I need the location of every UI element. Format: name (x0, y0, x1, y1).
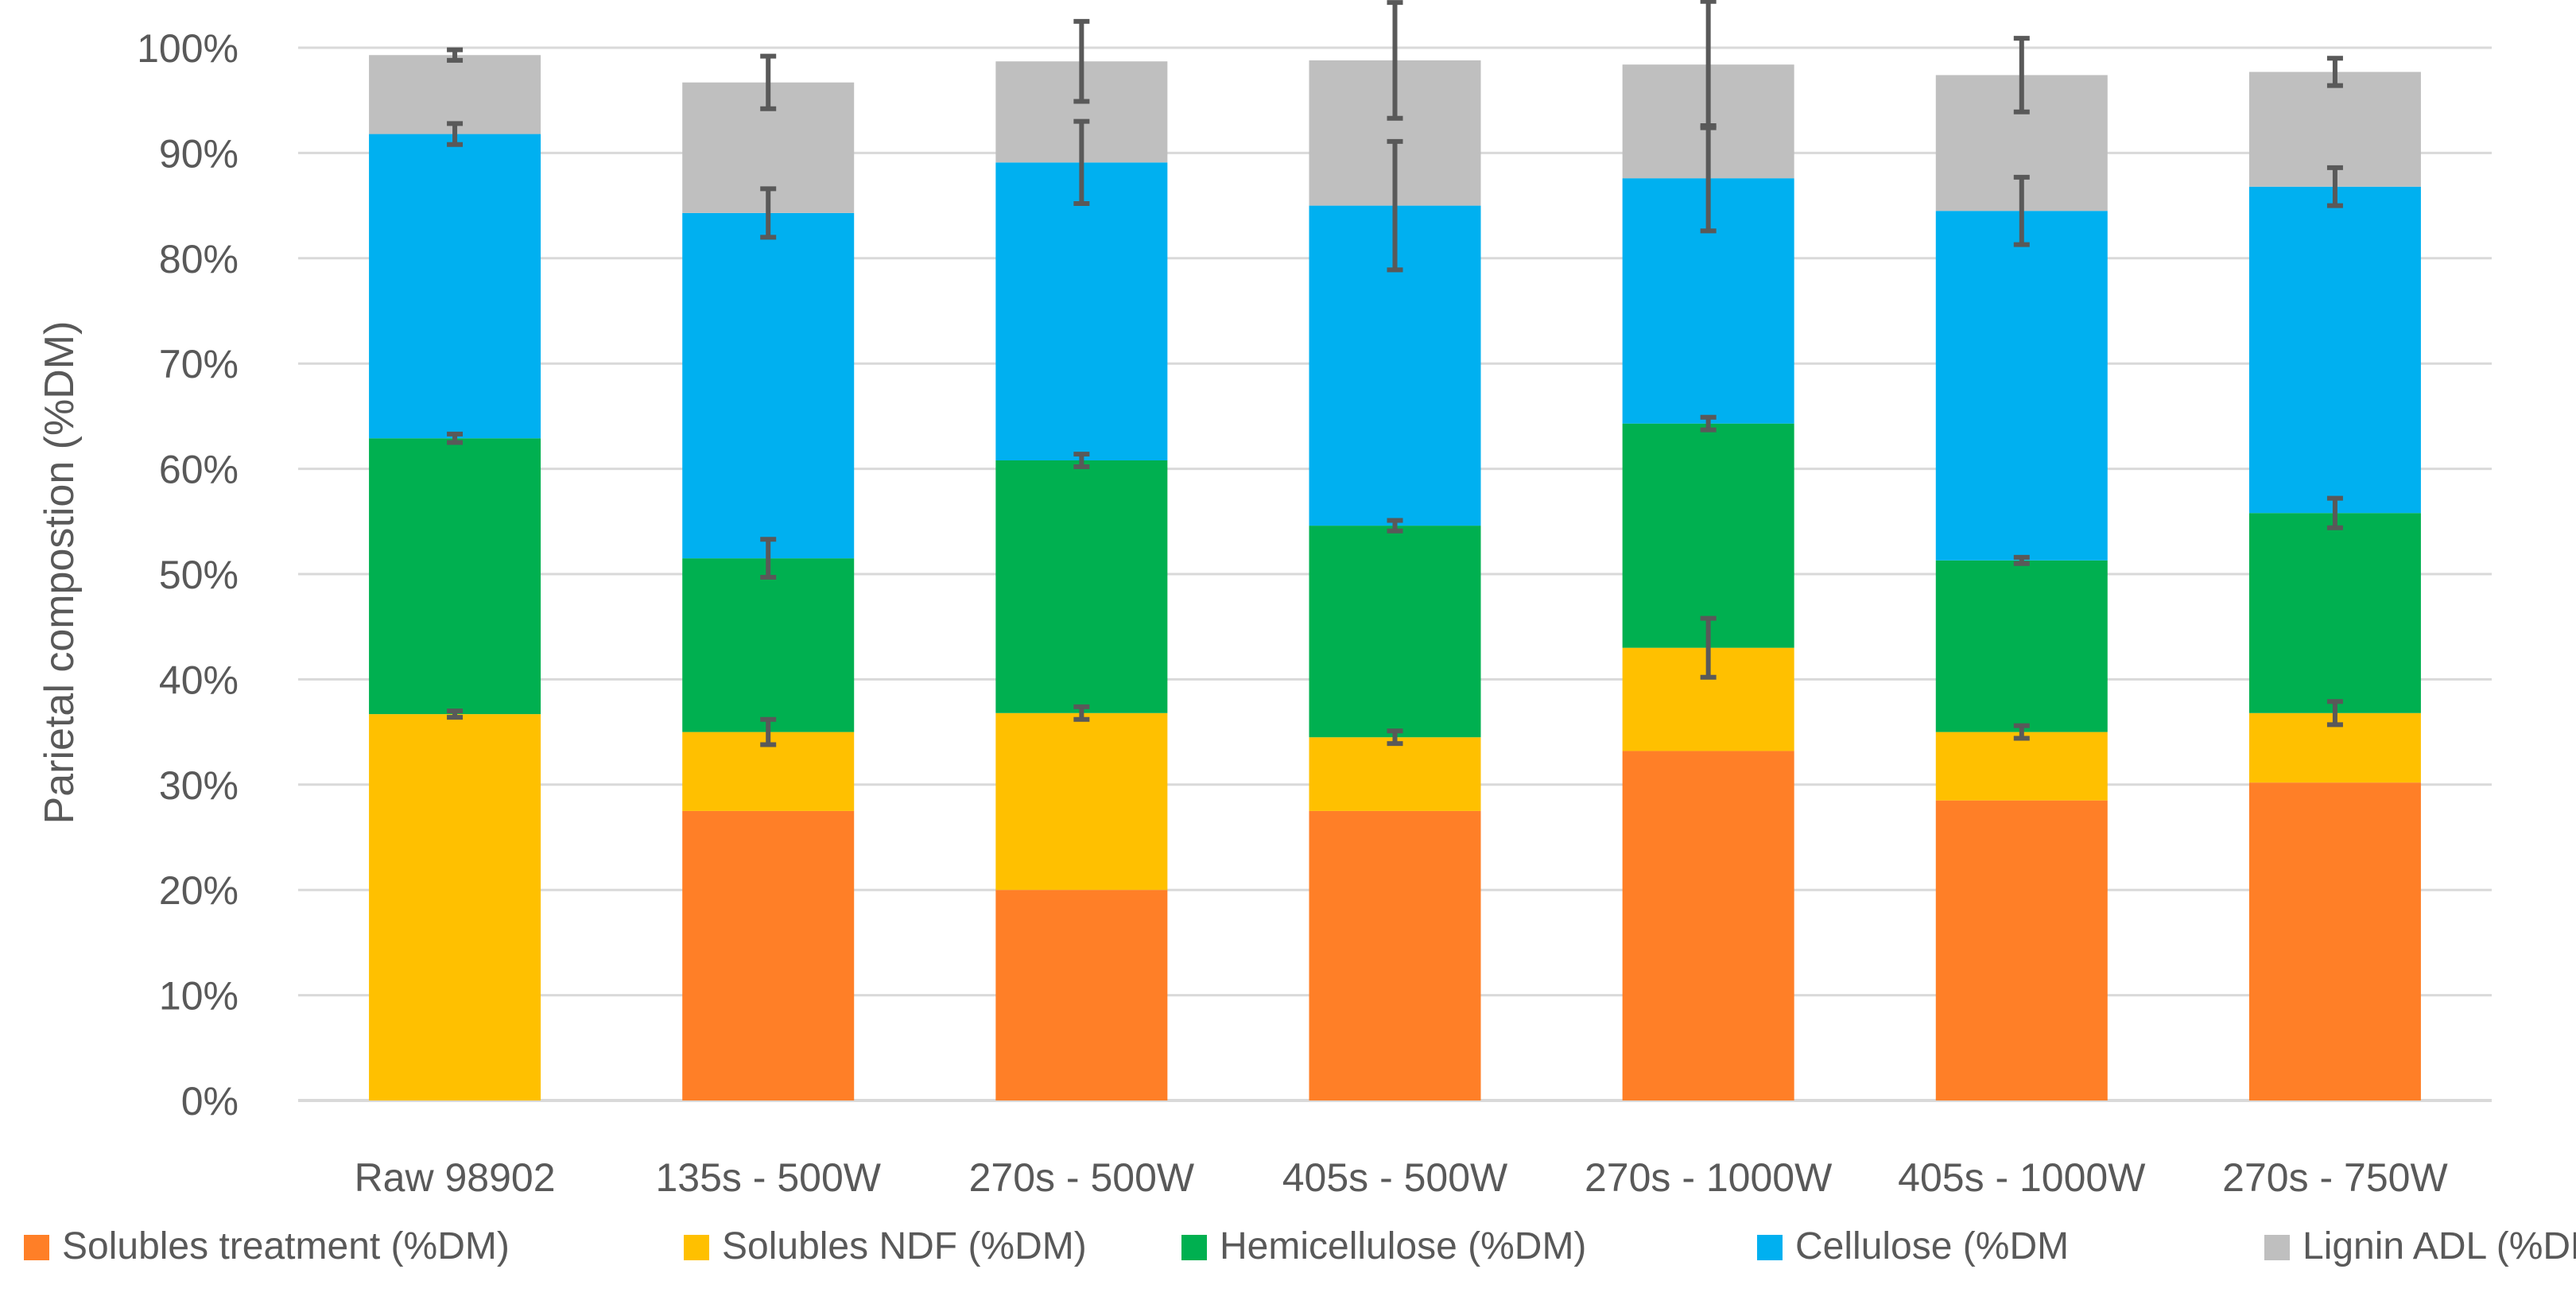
bar-segment (369, 714, 541, 1100)
error-bar (447, 47, 464, 63)
x-tick-label: 405s - 1000W (1898, 1155, 2146, 1200)
error-bar (1387, 518, 1403, 534)
x-tick-label: Raw 98902 (355, 1155, 556, 1200)
x-tick-label: 270s - 500W (969, 1155, 1195, 1200)
error-bar (2326, 699, 2343, 728)
x-tick-label: 270s - 1000W (1585, 1155, 1833, 1200)
error-bar (1700, 414, 1717, 433)
y-tick-label: 90% (159, 131, 239, 176)
legend-label: Solubles treatment (%DM) (62, 1225, 510, 1267)
y-tick-label: 80% (159, 237, 239, 281)
y-axis-ticks: 0% 10% 20% 30% 40% 50% 60% 70% 80% 90% 100% (137, 26, 239, 1124)
error-bar (2013, 554, 2030, 566)
bar-segment (995, 162, 1168, 461)
error-bar (2326, 165, 2343, 208)
error-bar (2013, 723, 2030, 741)
bar-segment (682, 212, 855, 559)
bar-segment (1935, 800, 2108, 1100)
y-tick-label: 100% (137, 26, 239, 71)
error-bar (1700, 0, 1717, 130)
y-tick-label: 20% (159, 868, 239, 913)
error-bar (2013, 36, 2030, 114)
error-bar (1387, 138, 1403, 273)
y-tick-label: 50% (159, 553, 239, 597)
error-bars (447, 0, 2343, 747)
x-tick-label: 405s - 500W (1282, 1155, 1508, 1200)
bar-segment (369, 55, 541, 134)
error-bar (1387, 728, 1403, 747)
x-axis-ticks: Raw 98902 135s - 500W 270s - 500W 405s - 50… (355, 1155, 2449, 1200)
bar-segment (1935, 560, 2108, 732)
error-bar (1387, 0, 1403, 121)
bar-segment (1309, 810, 1481, 1100)
y-tick-label: 70% (159, 342, 239, 386)
bar-segment (1309, 737, 1481, 811)
error-bar (1073, 118, 1090, 206)
legend-label: Solubles NDF (%DM) (722, 1225, 1087, 1267)
bar-segment (1935, 211, 2108, 561)
error-bar (760, 186, 777, 240)
legend-item: Lignin ADL (%DM) (2264, 1225, 2576, 1267)
legend-swatch (684, 1235, 709, 1260)
y-tick-label: 30% (159, 763, 239, 808)
error-bar (447, 708, 464, 720)
error-bar (447, 431, 464, 445)
legend-swatch (24, 1235, 49, 1260)
legend-item: Hemicellulose (%DM) (1181, 1225, 1586, 1267)
bar-segment (995, 712, 1168, 891)
legend-label: Cellulose (%DM (1795, 1225, 2069, 1267)
y-tick-label: 60% (159, 448, 239, 492)
bar-segment (682, 810, 855, 1100)
error-bar (1700, 615, 1717, 680)
legend-item: Solubles treatment (%DM) (24, 1225, 510, 1267)
error-bar (1073, 452, 1090, 469)
legend-swatch (2264, 1235, 2290, 1260)
legend-item: Solubles NDF (%DM) (684, 1225, 1087, 1267)
legend-label: Hemicellulose (%DM) (1220, 1225, 1586, 1267)
bars (369, 55, 2421, 1100)
legend-swatch (1757, 1235, 1783, 1260)
x-tick-label: 270s - 750W (2222, 1155, 2448, 1200)
bar-segment (995, 890, 1168, 1100)
bar-segment (369, 134, 541, 439)
error-bar (2326, 495, 2343, 530)
legend-item: Cellulose (%DM (1757, 1225, 2069, 1267)
bar-segment (682, 558, 855, 732)
y-tick-label: 0% (181, 1079, 239, 1124)
bar-segment (1622, 751, 1794, 1100)
bar-segment (2248, 782, 2421, 1100)
legend-label: Lignin ADL (%DM) (2302, 1225, 2576, 1267)
error-bar (1073, 18, 1090, 104)
error-bar (760, 537, 777, 580)
bar-segment (1309, 526, 1481, 738)
legend-swatch (1181, 1235, 1207, 1260)
y-tick-label: 40% (159, 658, 239, 702)
y-axis-label: Parietal compostion (%DM) (37, 321, 83, 825)
bar-segment (1622, 423, 1794, 648)
bar-segment (2248, 186, 2421, 514)
x-tick-label: 135s - 500W (655, 1155, 881, 1200)
error-bar (447, 121, 464, 147)
bar-segment (369, 438, 541, 715)
error-bar (1073, 704, 1090, 722)
error-bar (2013, 174, 2030, 247)
y-tick-label: 10% (159, 974, 239, 1019)
error-bar (760, 53, 777, 111)
legend: Solubles treatment (%DM) Solubles NDF (%D… (24, 1225, 2576, 1267)
bar-segment (1935, 732, 2108, 801)
bar-segment (2248, 513, 2421, 713)
error-bar (760, 716, 777, 747)
bar-segment (995, 460, 1168, 713)
error-bar (2326, 56, 2343, 88)
